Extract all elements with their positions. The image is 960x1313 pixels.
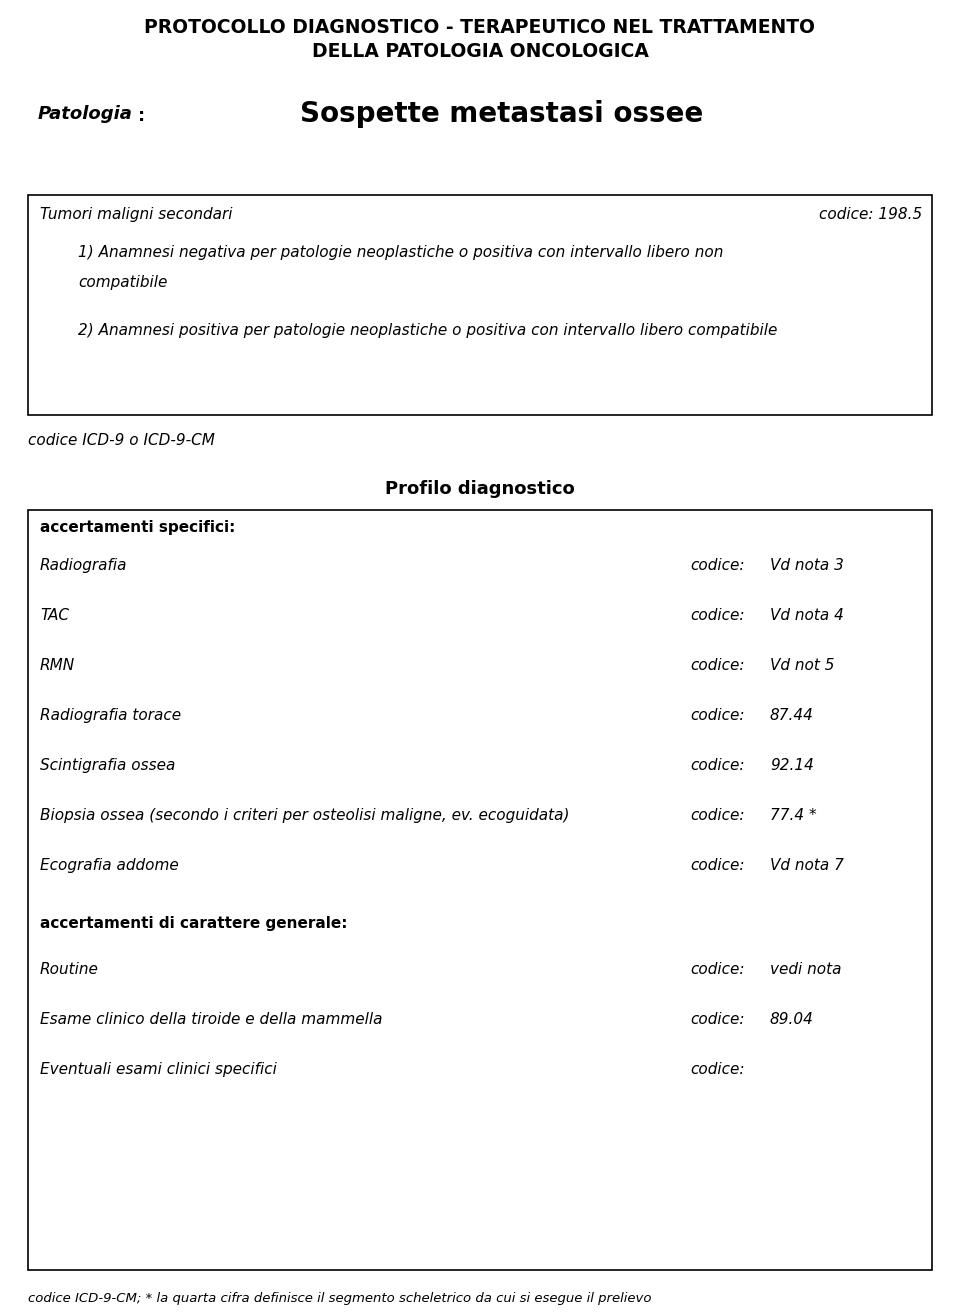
Text: Sospette metastasi ossee: Sospette metastasi ossee [300,100,704,127]
Text: 77.4 *: 77.4 * [770,807,817,823]
Text: accertamenti di carattere generale:: accertamenti di carattere generale: [40,916,348,931]
Text: 92.14: 92.14 [770,758,814,773]
Text: Tumori maligni secondari: Tumori maligni secondari [40,207,232,222]
Text: :: : [138,106,145,125]
Text: DELLA PATOLOGIA ONCOLOGICA: DELLA PATOLOGIA ONCOLOGICA [312,42,648,60]
Text: Ecografia addome: Ecografia addome [40,857,179,873]
Text: Radiografia torace: Radiografia torace [40,708,181,723]
Text: codice:: codice: [690,608,745,622]
Text: RMN: RMN [40,658,75,674]
Text: Profilo diagnostico: Profilo diagnostico [385,481,575,498]
Text: Routine: Routine [40,962,99,977]
Text: codice:: codice: [690,807,745,823]
Text: Biopsia ossea (secondo i criteri per osteolisi maligne, ev. ecoguidata): Biopsia ossea (secondo i criteri per ost… [40,807,569,823]
Text: vedi nota: vedi nota [770,962,842,977]
Text: Scintigrafia ossea: Scintigrafia ossea [40,758,176,773]
Text: TAC: TAC [40,608,69,622]
Text: compatibile: compatibile [78,274,167,290]
Text: Patologia: Patologia [38,105,132,123]
Text: PROTOCOLLO DIAGNOSTICO - TERAPEUTICO NEL TRATTAMENTO: PROTOCOLLO DIAGNOSTICO - TERAPEUTICO NEL… [145,18,815,37]
Text: 2) Anamnesi positiva per patologie neoplastiche o positiva con intervallo libero: 2) Anamnesi positiva per patologie neopl… [78,323,778,337]
Text: codice:: codice: [690,558,745,572]
Text: codice ICD-9 o ICD-9-CM: codice ICD-9 o ICD-9-CM [28,433,215,448]
Text: Vd nota 7: Vd nota 7 [770,857,844,873]
Text: codice:: codice: [690,962,745,977]
Text: codice: 198.5: codice: 198.5 [819,207,922,222]
Text: Eventuali esami clinici specifici: Eventuali esami clinici specifici [40,1062,276,1077]
Text: codice:: codice: [690,857,745,873]
Text: 1) Anamnesi negativa per patologie neoplastiche o positiva con intervallo libero: 1) Anamnesi negativa per patologie neopl… [78,246,724,260]
Text: codice ICD-9-CM; * la quarta cifra definisce il segmento scheletrico da cui si e: codice ICD-9-CM; * la quarta cifra defin… [28,1292,652,1305]
Text: Vd nota 4: Vd nota 4 [770,608,844,622]
Bar [28,196,932,415]
Text: codice:: codice: [690,1062,745,1077]
Text: 89.04: 89.04 [770,1012,814,1027]
Text: codice:: codice: [690,1012,745,1027]
Text: Esame clinico della tiroide e della mammella: Esame clinico della tiroide e della mamm… [40,1012,382,1027]
Text: Vd not 5: Vd not 5 [770,658,834,674]
Text: codice:: codice: [690,658,745,674]
Bar [28,509,932,1270]
Text: codice:: codice: [690,758,745,773]
Text: accertamenti specifici:: accertamenti specifici: [40,520,235,534]
Text: codice:: codice: [690,708,745,723]
Text: Radiografia: Radiografia [40,558,128,572]
Text: Vd nota 3: Vd nota 3 [770,558,844,572]
Text: 87.44: 87.44 [770,708,814,723]
